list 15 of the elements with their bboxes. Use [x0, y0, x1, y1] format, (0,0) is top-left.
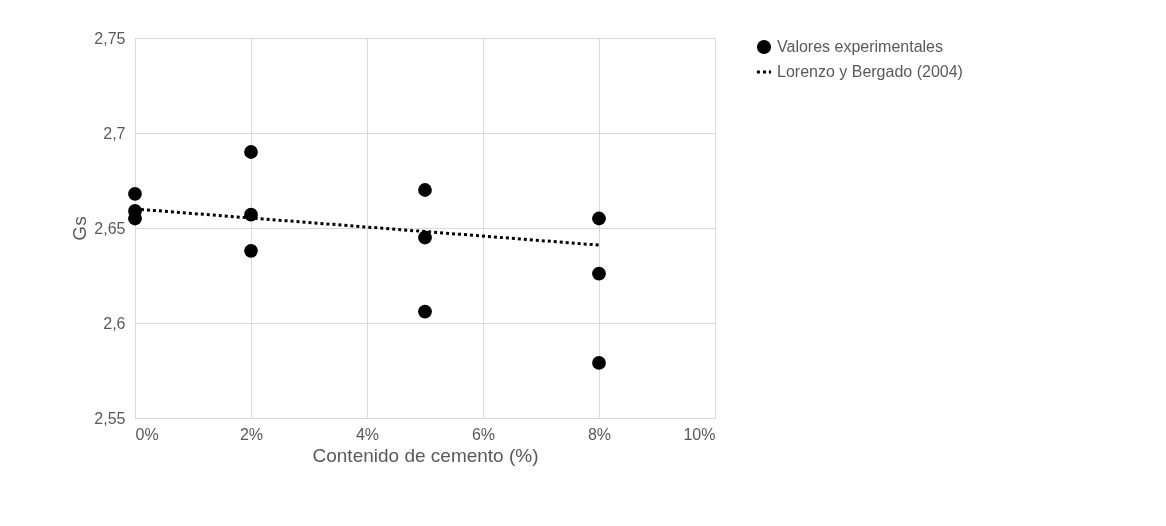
x-tick-label: 8% — [587, 425, 612, 443]
y-tick-label: 2,75 — [94, 29, 126, 47]
legend-label: Valores experimentales — [777, 38, 944, 55]
x-tick-label: 0% — [135, 425, 159, 443]
y-tick-label: 2,7 — [103, 124, 126, 142]
y-tick-label: 2,55 — [94, 409, 126, 427]
y-tick-label: 2,65 — [94, 219, 126, 237]
x-tick-label: 6% — [471, 425, 496, 443]
legend-label: Lorenzo y Bergado (2004) — [777, 63, 963, 80]
x-axis-title: Contenido de cemento (%) — [312, 444, 539, 466]
x-tick-label: 2% — [239, 425, 264, 443]
y-axis-title: Gs — [69, 216, 91, 241]
x-tick-label: 4% — [355, 425, 380, 443]
y-tick-label: 2,6 — [103, 314, 126, 332]
x-tick-label: 10% — [683, 425, 716, 443]
